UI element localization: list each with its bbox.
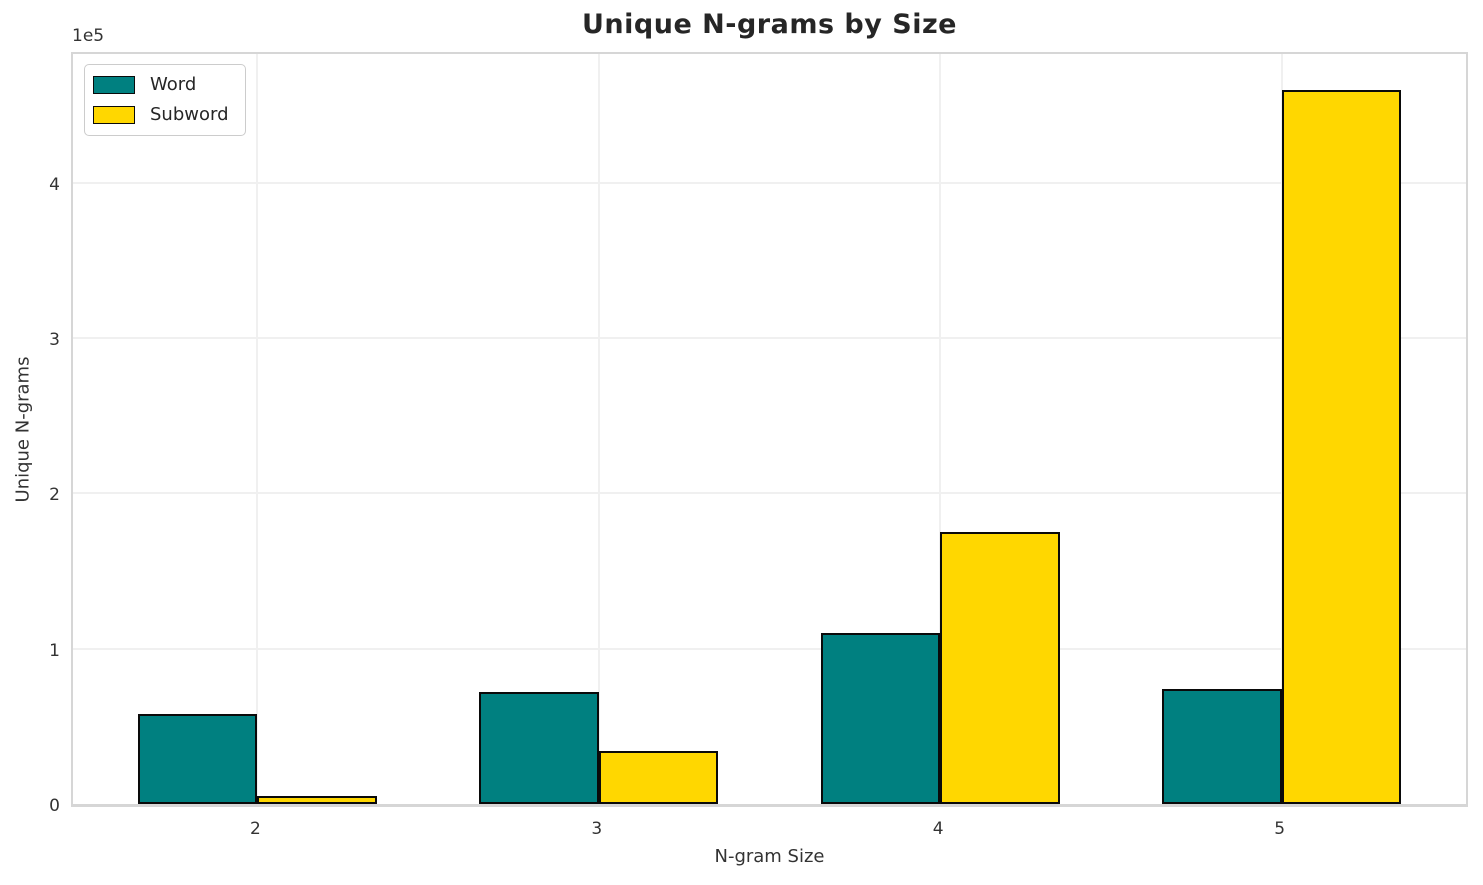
legend-item-word: Word <box>93 74 229 96</box>
bar-subword-2 <box>257 796 377 804</box>
gridline-horizontal <box>73 181 1466 184</box>
legend-item-subword: Subword <box>93 104 229 126</box>
gridline-vertical <box>256 54 259 804</box>
legend-label: Word <box>150 74 197 95</box>
bar-word-5 <box>1162 689 1282 804</box>
x-tick-label: 3 <box>591 819 603 839</box>
bar-word-4 <box>820 633 941 804</box>
y-tick-label: 2 <box>49 485 60 506</box>
y-axis-offset-text: 1e5 <box>72 26 105 46</box>
x-tick-label: 5 <box>1274 819 1286 839</box>
legend-swatch-word <box>93 76 135 94</box>
gridline-vertical <box>597 54 600 804</box>
bar-word-2 <box>137 713 258 804</box>
gridline-horizontal <box>73 337 1466 340</box>
gridline-horizontal <box>73 647 1466 650</box>
bars-layer <box>73 54 1466 804</box>
y-tick-label: 4 <box>49 174 60 195</box>
y-tick-label: 1 <box>49 640 60 661</box>
x-tick-label: 2 <box>249 819 261 839</box>
bar-subword-5 <box>1281 89 1402 804</box>
legend-label: Subword <box>150 104 229 125</box>
y-axis-label: Unique N-grams <box>12 356 34 503</box>
gridline-horizontal <box>73 492 1466 495</box>
bar-word-3 <box>479 692 599 804</box>
gridline-vertical <box>939 54 942 804</box>
y-tick-label: 0 <box>49 796 60 816</box>
x-axis-label: N-gram Size <box>714 846 825 867</box>
chart-title: Unique N-grams by Size <box>582 9 957 40</box>
legend-swatch-subword <box>93 106 135 124</box>
x-tick-label: 4 <box>932 819 944 839</box>
bar-subword-4 <box>940 532 1060 804</box>
bar-subword-3 <box>598 751 719 804</box>
plot-area: Word Subword <box>71 52 1468 807</box>
y-tick-label: 3 <box>49 330 60 351</box>
legend: Word Subword <box>84 64 246 136</box>
